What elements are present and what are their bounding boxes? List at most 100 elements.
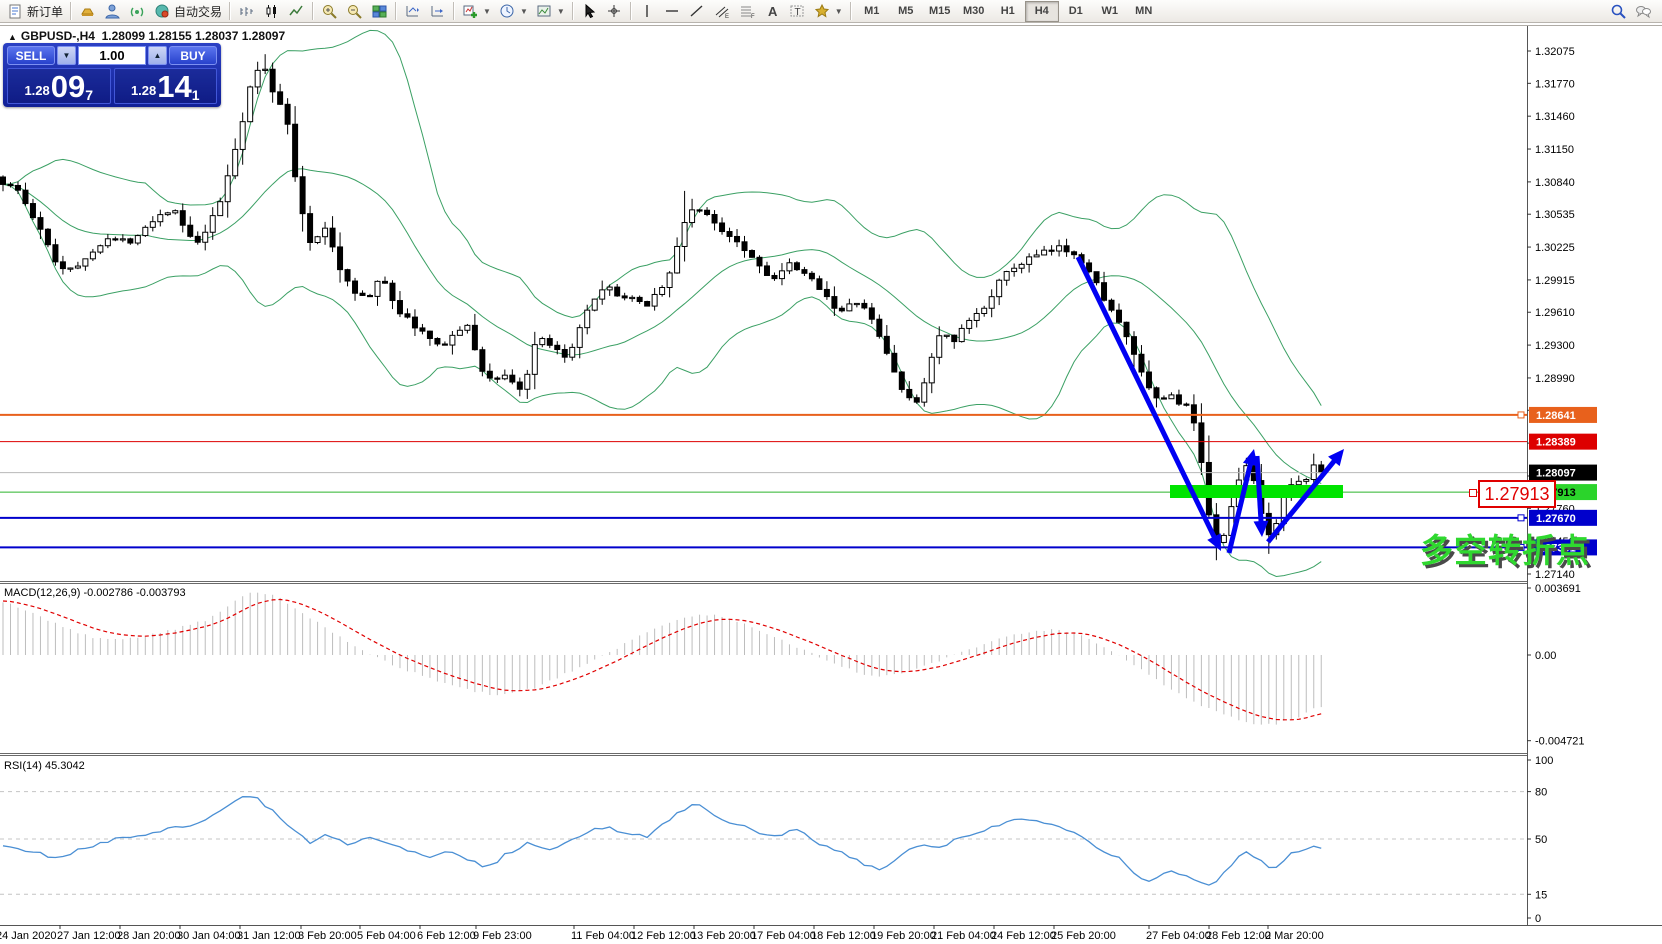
horizontal-line-tool-icon: [664, 3, 681, 20]
toolbar-separator: [849, 2, 852, 20]
trend-arrow-3[interactable]: [1254, 455, 1264, 526]
signals-button[interactable]: [125, 0, 150, 22]
candle-body: [157, 214, 164, 223]
line-chart-button[interactable]: [284, 0, 309, 22]
candle-body: [224, 175, 231, 203]
candle-body: [0, 176, 6, 185]
support-price-flag[interactable]: 1.27913: [1478, 480, 1556, 508]
tile-windows-icon: [371, 3, 388, 20]
zoom-in-button[interactable]: [317, 0, 342, 22]
candle-body: [1303, 479, 1310, 482]
channel-tool-icon: E: [714, 3, 731, 20]
trend-arrow-2[interactable]: [1226, 459, 1254, 554]
volume-input[interactable]: 1.00: [78, 46, 146, 65]
shapes-tool-button[interactable]: ▼: [810, 0, 847, 22]
fibonacci-tool-button[interactable]: F: [735, 0, 760, 22]
market-watch-button[interactable]: [100, 0, 125, 22]
tile-windows-button[interactable]: [367, 0, 392, 22]
sell-button[interactable]: SELL: [7, 46, 55, 65]
level-anchor-handle[interactable]: [1517, 411, 1525, 419]
trend-arrow-1[interactable]: [1075, 255, 1219, 543]
candle-body: [187, 224, 194, 237]
quotes-icon: [79, 3, 96, 20]
candle-body: [719, 222, 726, 233]
new-chart-button[interactable]: ▼: [458, 0, 495, 22]
auto-scroll-button[interactable]: [400, 0, 425, 22]
bar-chart-button[interactable]: [234, 0, 259, 22]
timeframe-m30-button[interactable]: M30: [963, 5, 985, 17]
time-tick-label: 11 Feb 04:00: [571, 930, 635, 942]
candle-body: [374, 280, 381, 297]
cursor-tool-button[interactable]: [577, 0, 602, 22]
candle-body: [441, 343, 448, 346]
channel-tool-button[interactable]: E: [710, 0, 735, 22]
dropdown-caret-icon[interactable]: ▼: [834, 6, 843, 16]
level-anchor-handle[interactable]: [1517, 543, 1525, 551]
candle-body: [756, 256, 763, 267]
chart-shift-button[interactable]: [425, 0, 450, 22]
candle-body: [1220, 534, 1227, 543]
vertical-line-tool-button[interactable]: [635, 0, 660, 22]
candle-body: [1295, 480, 1302, 486]
candle-body: [659, 287, 666, 295]
candle-body: [576, 327, 583, 348]
timeframe-h4-button[interactable]: H4: [1024, 0, 1059, 22]
candle-body: [1190, 404, 1197, 424]
turning-point-note[interactable]: 多空转折点: [1420, 532, 1590, 569]
dropdown-caret-icon[interactable]: ▼: [556, 6, 565, 16]
support-zone-rect[interactable]: [1170, 485, 1343, 498]
collapse-triangle-icon[interactable]: ▲: [8, 32, 17, 42]
crosshair-tool-button[interactable]: [602, 0, 627, 22]
timeframe-m15-button[interactable]: M15: [929, 5, 951, 17]
time-tick-label: 30 Jan 04:00: [177, 930, 241, 942]
toolbar-separator: [395, 2, 398, 20]
bollinger-lower-band: [2, 183, 1322, 578]
trend-arrow-4[interactable]: [1266, 456, 1339, 544]
volume-increase-button[interactable]: ▲: [148, 46, 167, 65]
candle-body: [194, 235, 201, 243]
sell-price-display[interactable]: 1.28 09 7: [7, 68, 111, 104]
label-tool-button[interactable]: T: [785, 0, 810, 22]
time-tick-label: 28 Jan 20:00: [117, 930, 181, 942]
trendline-tool-button[interactable]: [685, 0, 710, 22]
dropdown-caret-icon[interactable]: ▼: [519, 6, 528, 16]
quotes-button[interactable]: [75, 0, 100, 22]
dropdown-caret-icon[interactable]: ▼: [483, 6, 491, 16]
timeframe-h1-button[interactable]: H1: [1000, 5, 1015, 17]
templates-button[interactable]: ▼: [532, 0, 569, 22]
candle-body: [232, 148, 239, 177]
toolbar-separator: [70, 2, 73, 20]
candle-body: [546, 338, 553, 346]
auto-trading-button[interactable]: 自动交易: [150, 0, 226, 22]
horizontal-line-tool-button[interactable]: [660, 0, 685, 22]
search-button[interactable]: [1606, 0, 1631, 22]
time-tick-label: 3 Feb 20:00: [298, 930, 357, 942]
price-tag-1.28641: [1529, 406, 1597, 423]
price-flag-anchor-handle[interactable]: [1469, 489, 1477, 497]
buy-price-display[interactable]: 1.28 14 1: [113, 68, 217, 104]
candle-body: [868, 307, 875, 320]
candle-body: [981, 307, 988, 314]
timeframe-d1-button[interactable]: D1: [1068, 5, 1083, 17]
chat-button[interactable]: [1631, 0, 1656, 22]
candle-body: [1026, 256, 1033, 265]
timeframe-m5-button[interactable]: M5: [898, 5, 914, 17]
new-order-button[interactable]: 新订单: [3, 0, 67, 22]
buy-button[interactable]: BUY: [169, 46, 217, 65]
candlestick-chart-button[interactable]: [259, 0, 284, 22]
candle-body: [119, 238, 126, 241]
volume-decrease-button[interactable]: ▼: [57, 46, 76, 65]
time-tick-label: 31 Jan 12:00: [237, 930, 301, 942]
zoom-out-button[interactable]: [342, 0, 367, 22]
timeframe-w1-button[interactable]: W1: [1101, 5, 1118, 17]
text-tool-button[interactable]: A: [760, 0, 785, 22]
timeframe-m1-button[interactable]: M1: [864, 5, 880, 17]
level-anchor-handle[interactable]: [1517, 514, 1525, 522]
price-tag-label: 1.28641: [1536, 410, 1576, 422]
candle-body: [606, 286, 613, 291]
profiles-button[interactable]: ▼: [495, 0, 532, 22]
timeframe-mn-button[interactable]: MN: [1135, 5, 1153, 17]
price-tag-label: 1.27670: [1536, 513, 1576, 525]
